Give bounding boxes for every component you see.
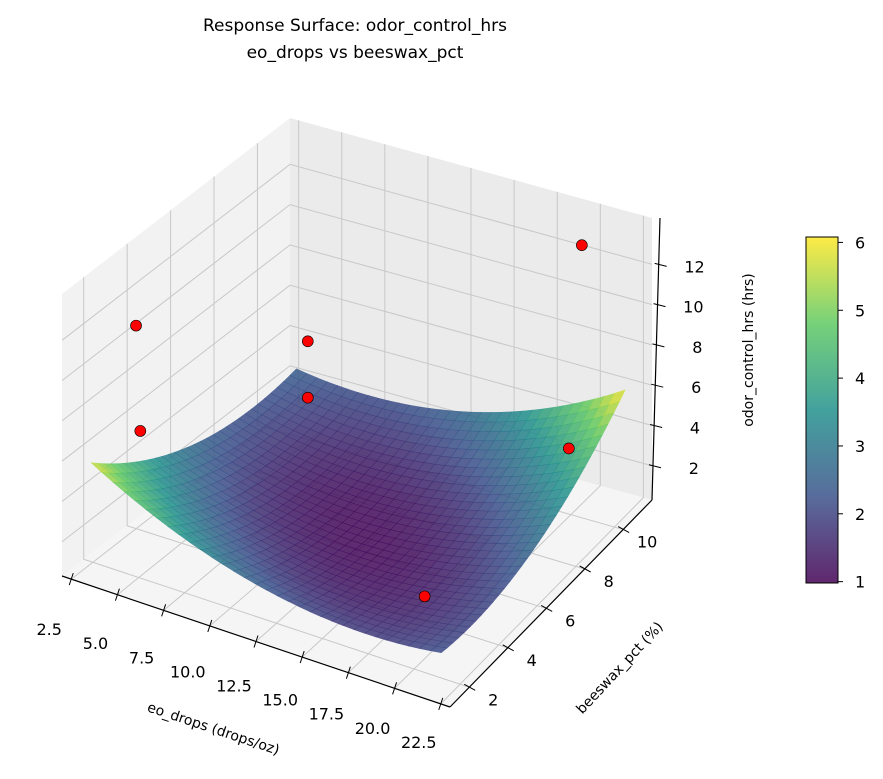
data-point: [301, 335, 314, 348]
colorbar-tick-label: 4: [855, 369, 865, 388]
z-tick: [649, 423, 663, 428]
chart-title: Response Surface: odor_control_hrs: [203, 16, 507, 36]
x-tick: [161, 604, 167, 617]
y-tick-label: 2: [488, 690, 498, 709]
x-tick-label: 10.0: [170, 662, 206, 681]
x-tick: [438, 697, 444, 711]
z-tick-label: 12: [684, 257, 704, 276]
chart-subtitle: eo_drops vs beeswax_pct: [247, 43, 464, 63]
z-tick-label: 8: [692, 338, 702, 357]
x-tick: [207, 619, 213, 633]
y-tick-label: 8: [604, 572, 614, 591]
z-gridline: [61, 284, 653, 462]
colorbar-tick-label: 6: [855, 233, 865, 252]
data-point: [418, 590, 431, 603]
x-tick: [68, 572, 74, 586]
z-gridline: [61, 324, 653, 502]
y-tick: [579, 565, 591, 573]
y-tick-label: 6: [565, 611, 575, 630]
x-tick-label: 7.5: [129, 648, 154, 667]
x-tick: [392, 682, 398, 695]
y-tick: [617, 526, 630, 534]
z-tick-label: 4: [690, 418, 700, 437]
z-tick-label: 6: [691, 378, 701, 397]
data-point: [130, 319, 142, 332]
x-tick-label: 22.5: [401, 733, 437, 752]
y-gridline: [83, 277, 470, 688]
x-tick-label: 5.0: [83, 634, 108, 653]
data-point: [563, 442, 575, 455]
x-tick: [345, 666, 351, 679]
data-point: [301, 391, 314, 404]
y-tick: [502, 644, 514, 652]
response-surface: [90, 368, 626, 654]
y-axis-line: [449, 499, 653, 708]
x-tick: [114, 588, 120, 601]
colorbar-gradient: [806, 237, 838, 583]
z-tick: [653, 303, 666, 308]
z-axis-line: [651, 217, 661, 501]
z-tick: [651, 383, 664, 388]
x-tick-label: 17.5: [309, 705, 345, 724]
x-tick-label: 15.0: [262, 691, 298, 710]
x-axis-label: eo_drops (drops/oz): [145, 700, 281, 759]
z-tick-label: 10: [683, 298, 703, 317]
colorbar: 1 2 3 4 5 6: [805, 233, 865, 592]
y-tick-label: 4: [527, 651, 537, 670]
y-tick: [540, 604, 553, 612]
x-gridline: [440, 215, 644, 705]
x-tick-label: 20.0: [355, 719, 391, 738]
z-gridline: [61, 244, 653, 422]
x-tick: [253, 635, 259, 648]
surface-facet: [429, 645, 448, 654]
colorbar-tick-label: 1: [855, 573, 865, 592]
colorbar-frame: [805, 236, 839, 584]
data-point: [576, 239, 588, 251]
z-tick: [648, 464, 662, 469]
colorbar-tick-label: 5: [855, 301, 865, 320]
x-tick-label: 2.5: [37, 620, 62, 639]
y-axis-label: beeswax_pct (%): [573, 619, 666, 717]
y-tick-label: 10: [637, 533, 657, 552]
colorbar-tick-label: 3: [855, 437, 865, 456]
z-axis-label: odor_control_hrs (hrs): [741, 273, 757, 427]
data-point: [134, 425, 147, 437]
y-tick: [463, 683, 476, 691]
left-pane: [62, 118, 290, 576]
z-tick: [652, 343, 665, 348]
colorbar-tick-label: 2: [855, 505, 865, 524]
z-tick: [654, 262, 667, 267]
axes: 2.5 5.0 7.5 10.0 12.5 15.0 17.5 20.0 22.5 2 4 6 8 10 2…: [37, 217, 705, 752]
visible-points: [130, 239, 588, 603]
x-tick: [299, 650, 305, 664]
x-tick-label: 12.5: [216, 677, 252, 696]
z-tick-label: 2: [689, 459, 699, 478]
z-gridline: [61, 163, 653, 341]
